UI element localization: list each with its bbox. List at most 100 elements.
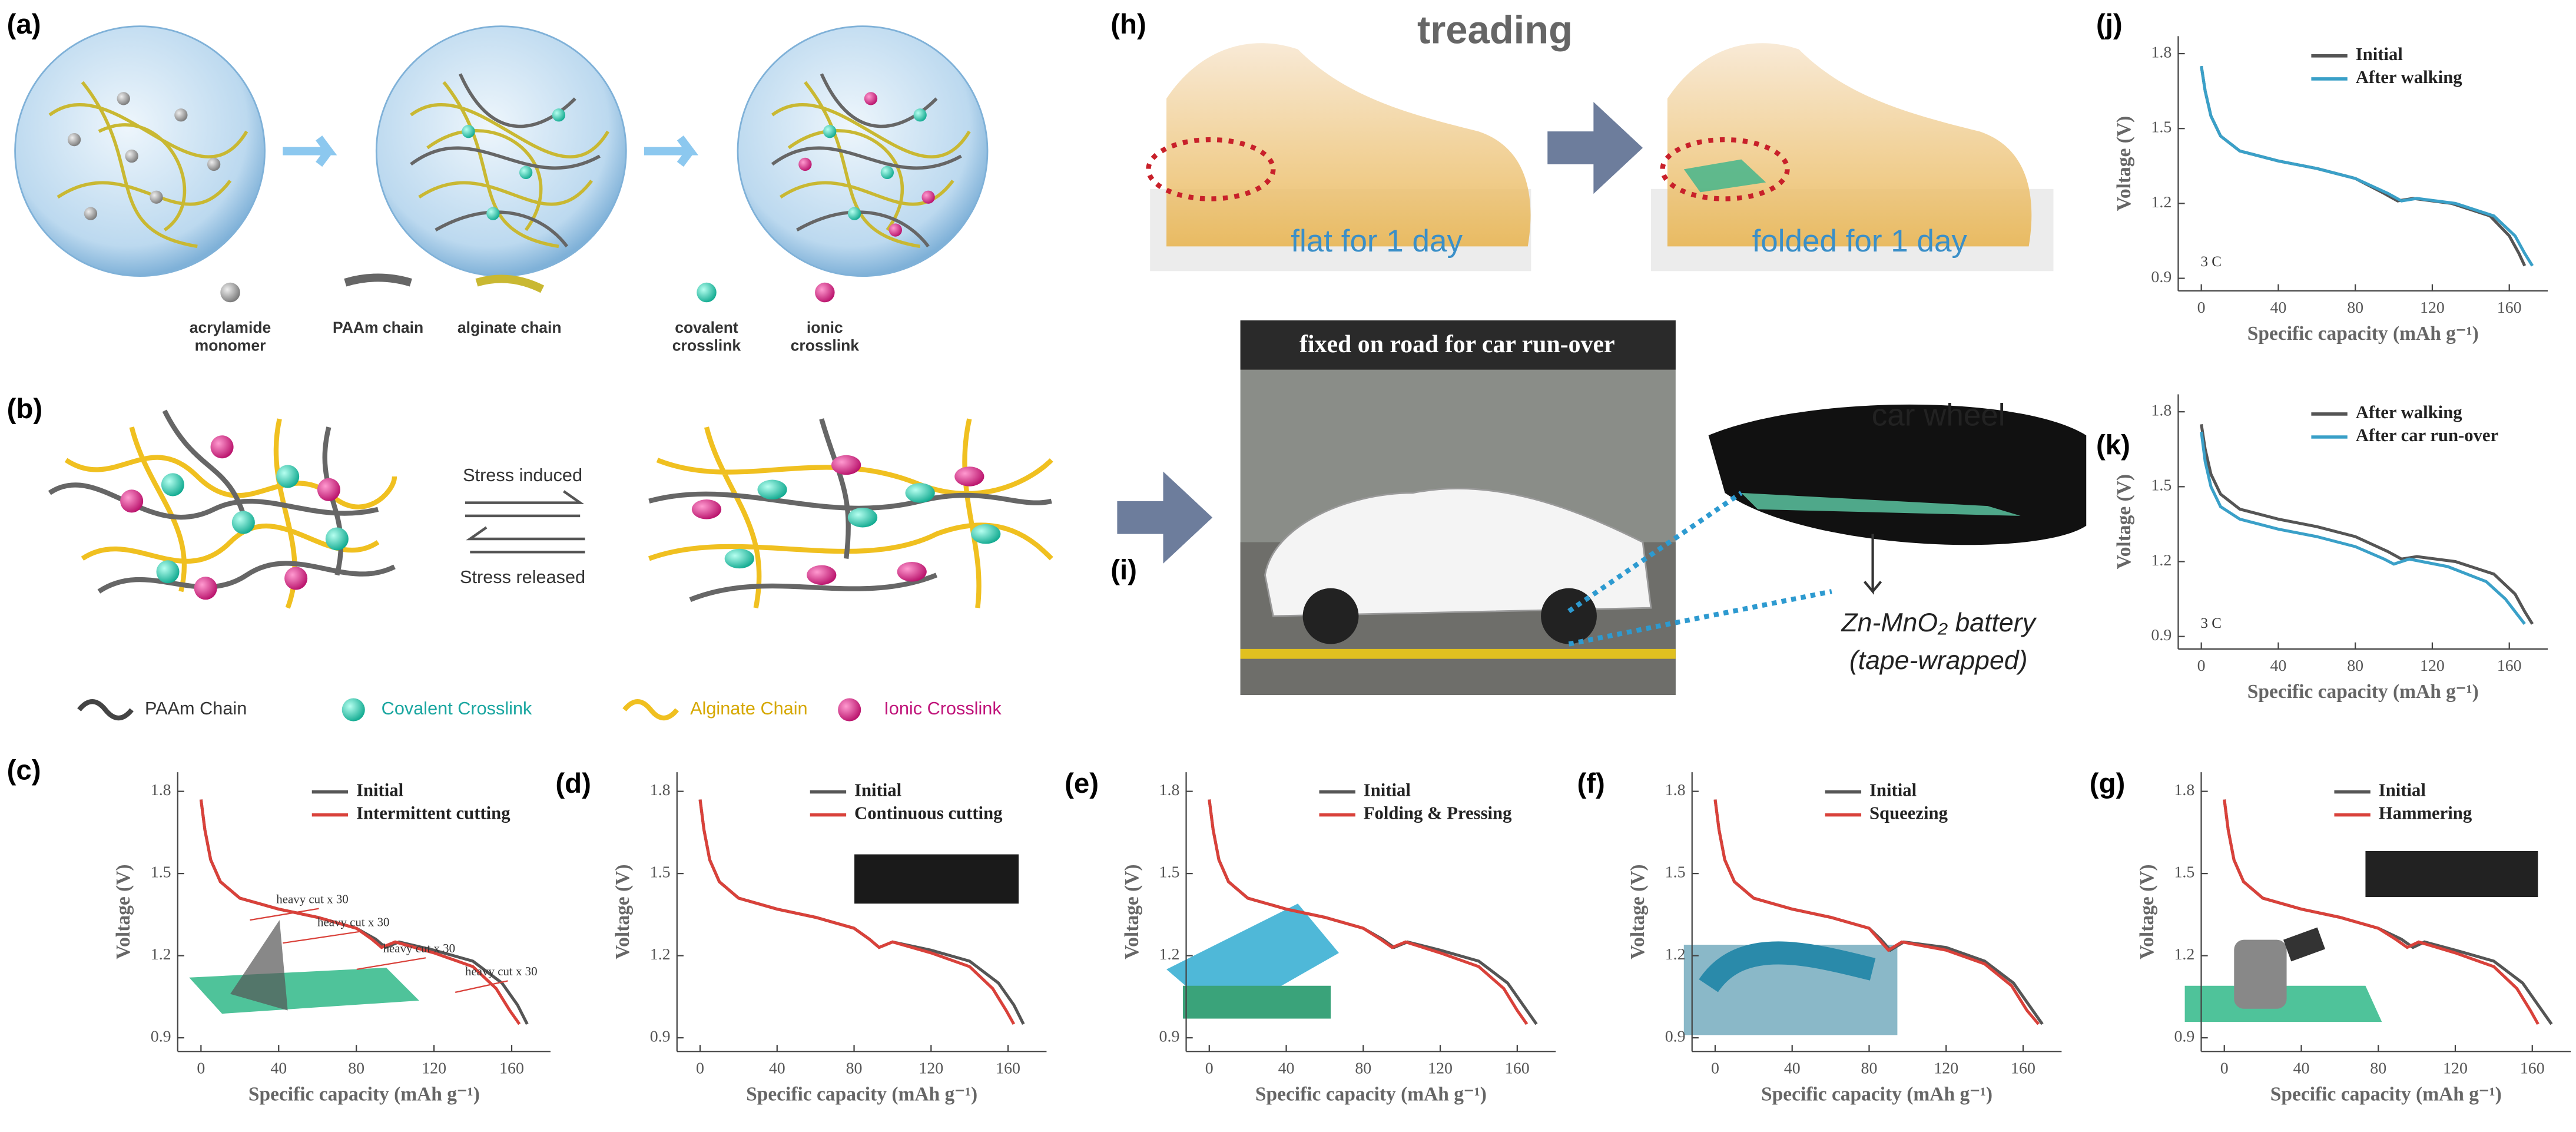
x-tick-label: 120 [422, 1059, 446, 1077]
y-axis-label: Voltage (V) [2113, 474, 2135, 569]
legend-label: Hammering [2379, 803, 2472, 823]
x-tick-label: 0 [1711, 1059, 1719, 1077]
data-line [2200, 423, 2534, 625]
y-axis-label: Voltage (V) [2113, 116, 2135, 211]
arrow-label: Stress released [460, 567, 585, 587]
legend-label: After walking [2356, 67, 2463, 87]
y-tick-label: 0.9 [1665, 1027, 1686, 1045]
y-axis-label: Voltage (V) [612, 864, 634, 959]
panel-label: (i) [1110, 554, 1137, 585]
chart: 0.9 1.2 1.5 1.8 0 40 80 120 160 Specific capacity… [1627, 772, 2062, 1105]
y-tick-label: 1.8 [2174, 781, 2194, 799]
y-tick-label: 1.2 [1665, 945, 1686, 964]
legend-label: Covalent Crosslink [382, 698, 532, 719]
data-line [2200, 431, 2526, 625]
legend-label: Initial [1869, 780, 1917, 800]
x-tick-label: 80 [2347, 657, 2363, 675]
data-line [2200, 65, 2534, 267]
y-tick-label: 1.2 [2174, 945, 2194, 964]
annotation: 3 C [2200, 254, 2222, 270]
x-tick-label: 80 [348, 1059, 364, 1077]
panel-a-art [14, 25, 989, 303]
x-tick-label: 120 [919, 1059, 943, 1077]
x-tick-label: 0 [2220, 1059, 2229, 1077]
legend-label: PAAm Chain [145, 698, 247, 719]
x-tick-label: 80 [2370, 1059, 2386, 1077]
y-tick-label: 1.5 [650, 863, 671, 882]
x-tick-label: 160 [996, 1059, 1020, 1077]
y-tick-label: 0.9 [650, 1027, 671, 1045]
x-tick-label: 120 [2420, 299, 2445, 317]
x-tick-label: 120 [2443, 1059, 2468, 1077]
legend-label: Initial [1364, 780, 1411, 800]
y-tick-label: 1.8 [650, 781, 671, 799]
x-axis-label: Specific capacity (mAh g⁻¹) [248, 1083, 480, 1105]
y-tick-label: 1.8 [1665, 781, 1686, 799]
caption: folded for 1 day [1752, 224, 1968, 259]
legend-label: Folding & Pressing [1364, 803, 1512, 823]
annotation: heavy cut x 30 [465, 964, 537, 978]
panel-label: (g) [2090, 768, 2126, 799]
x-tick-label: 40 [1278, 1059, 1295, 1077]
legend-label: acrylamide [190, 319, 271, 336]
x-tick-label: 160 [2011, 1059, 2035, 1077]
x-tick-label: 160 [2497, 657, 2522, 675]
annotation-arrow [356, 957, 426, 970]
panel-label: (a) [7, 9, 41, 40]
y-tick-label: 1.2 [650, 945, 671, 964]
legend-label: alginate chain [457, 319, 562, 336]
legend-label: After walking [2356, 402, 2463, 422]
panel-label: (j) [2096, 9, 2123, 40]
annotation-arrow [455, 980, 508, 993]
panel-label: (d) [555, 768, 591, 799]
legend-label: Intermittent cutting [356, 803, 510, 823]
legend-label: Initial [356, 780, 403, 800]
y-tick-label: 1.5 [1665, 863, 1686, 882]
x-tick-label: 80 [1355, 1059, 1371, 1077]
y-tick-label: 1.2 [1159, 945, 1180, 964]
legend-label: Continuous cutting [854, 803, 1003, 823]
legend-label: covalent [675, 319, 738, 336]
x-axis-label: Specific capacity (mAh g⁻¹) [1761, 1083, 1992, 1105]
x-tick-label: 80 [846, 1059, 863, 1077]
y-tick-label: 0.9 [151, 1027, 171, 1045]
legend-label: Squeezing [1869, 803, 1948, 823]
chart: 0.9 1.2 1.5 1.8 0 40 80 120 160 Specific capacity… [112, 772, 551, 1105]
y-tick-label: 1.5 [2151, 118, 2171, 137]
data-line [2200, 65, 2527, 267]
chart-insets [189, 850, 2538, 1035]
y-tick-label: 0.9 [2151, 268, 2171, 286]
panel-label: (c) [7, 755, 41, 786]
y-tick-label: 0.9 [2174, 1027, 2194, 1045]
panel-label: (f) [1577, 768, 1604, 799]
data-line [1713, 799, 2040, 1025]
x-axis-label: Specific capacity (mAh g⁻¹) [2247, 681, 2479, 703]
x-tick-label: 80 [1861, 1059, 1878, 1077]
data-line [2223, 799, 2539, 1025]
x-axis-label: Specific capacity (mAh g⁻¹) [2270, 1083, 2502, 1105]
x-tick-label: 160 [1505, 1059, 1530, 1077]
x-axis-label: Specific capacity (mAh g⁻¹) [2247, 323, 2479, 345]
chart: 0.9 1.2 1.5 1.8 0 40 80 120 160 Specific capacity… [2136, 772, 2571, 1105]
x-tick-label: 40 [2293, 1059, 2310, 1077]
y-tick-label: 1.8 [2151, 402, 2171, 420]
data-line [1208, 799, 1529, 1025]
data-line [698, 799, 1025, 1025]
legend-label: Ionic Crosslink [884, 698, 1002, 719]
legend-label: After car run-over [2356, 425, 2498, 445]
legend-label: Initial [2379, 780, 2426, 800]
x-tick-label: 40 [1784, 1059, 1801, 1077]
y-axis-label: Voltage (V) [2136, 864, 2158, 959]
y-tick-label: 1.2 [151, 945, 171, 964]
y-tick-label: 1.8 [151, 781, 171, 799]
panel-label: (k) [2096, 429, 2130, 461]
legend-label: Initial [2356, 44, 2403, 64]
x-tick-label: 120 [1428, 1059, 1453, 1077]
chart: 0.9 1.2 1.5 1.8 0 40 80 120 160 Specific capacity… [1121, 772, 1556, 1105]
data-line [698, 799, 1016, 1025]
y-tick-label: 0.9 [1159, 1027, 1180, 1045]
y-tick-label: 1.5 [1159, 863, 1180, 882]
legend-label: monomer [195, 337, 266, 355]
y-axis-label: Voltage (V) [1627, 864, 1649, 959]
